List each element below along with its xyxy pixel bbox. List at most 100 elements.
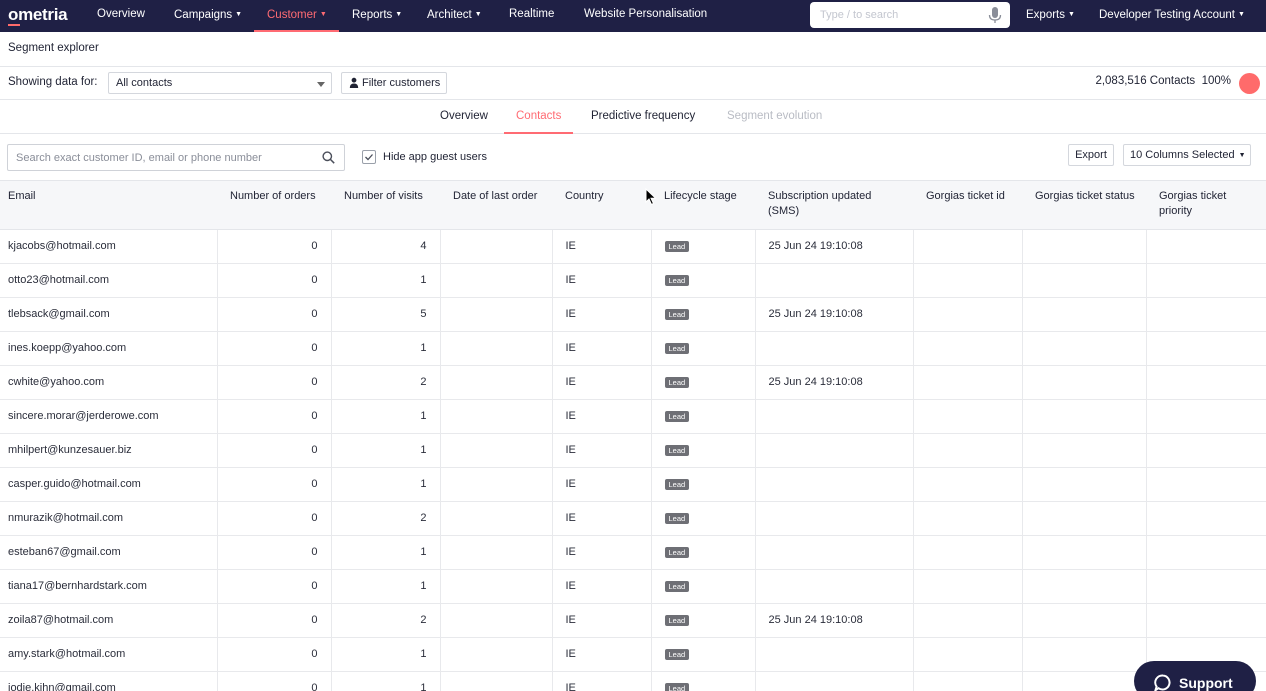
column-header-number-of-orders[interactable]: Number of orders xyxy=(217,181,331,230)
cell-email[interactable]: tlebsack@gmail.com xyxy=(0,297,217,332)
cell-subscription-updated-sms: 25 Jun 24 19:10:08 xyxy=(754,229,913,264)
nav-item-realtime[interactable]: Realtime xyxy=(509,8,555,20)
cell-email[interactable]: esteban67@gmail.com xyxy=(0,535,217,570)
nav-item-overview[interactable]: Overview xyxy=(97,8,145,20)
cell-subscription-updated-sms xyxy=(754,399,913,434)
lifecycle-badge: Lead xyxy=(664,240,690,252)
cell-email[interactable]: sincere.morar@jerderowe.com xyxy=(0,399,217,434)
table-row[interactable]: amy.stark@hotmail.com 0 1 IE Lead xyxy=(0,637,1266,672)
table-row[interactable]: esteban67@gmail.com 0 1 IE Lead xyxy=(0,535,1266,570)
segment-select[interactable]: All contacts xyxy=(108,72,332,94)
lifecycle-badge: Lead xyxy=(664,444,690,456)
cell-gorgias-ticket-status xyxy=(1021,263,1146,298)
table-row[interactable]: otto23@hotmail.com 0 1 IE Lead xyxy=(0,263,1266,298)
nav-item-customer[interactable]: Customer ▼ xyxy=(254,0,339,32)
column-header-country[interactable]: Country xyxy=(552,181,651,230)
cell-gorgias-ticket-priority xyxy=(1145,603,1266,638)
tab-predictive-frequency[interactable]: Predictive frequency xyxy=(591,110,696,122)
cell-email[interactable]: mhilpert@kunzesauer.biz xyxy=(0,433,217,468)
cell-lifecycle-stage: Lead xyxy=(650,263,755,298)
nav-item-architect[interactable]: Architect ▼ xyxy=(427,9,482,21)
column-header-subscription-updated-sms[interactable]: Subscription updated (SMS) xyxy=(755,181,913,230)
cell-email[interactable]: nmurazik@hotmail.com xyxy=(0,501,217,536)
cell-gorgias-ticket-id xyxy=(912,263,1022,298)
hide-guests-checkbox[interactable] xyxy=(362,150,376,164)
showing-data-label: Showing data for: xyxy=(8,76,98,88)
lifecycle-badge: Lead xyxy=(664,410,690,422)
cell-number-of-orders: 0 xyxy=(216,331,331,366)
microphone-icon[interactable] xyxy=(988,7,1002,24)
column-header-date-of-last-order[interactable]: Date of last order xyxy=(440,181,552,230)
cell-gorgias-ticket-id xyxy=(912,637,1022,672)
hide-guests-label[interactable]: Hide app guest users xyxy=(383,151,487,163)
avatar[interactable] xyxy=(1239,73,1260,94)
columns-selector[interactable]: 10 Columns Selected ▼ xyxy=(1123,144,1251,166)
cell-lifecycle-stage: Lead xyxy=(650,365,755,400)
nav-item-website-personalisation[interactable]: Website Personalisation xyxy=(584,8,708,20)
cell-gorgias-ticket-priority xyxy=(1145,467,1266,502)
cell-subscription-updated-sms xyxy=(754,671,913,691)
column-header-gorgias-ticket-status[interactable]: Gorgias ticket status xyxy=(1022,181,1146,230)
cell-email[interactable]: otto23@hotmail.com xyxy=(0,263,217,298)
cell-lifecycle-stage: Lead xyxy=(650,297,755,332)
table-row[interactable]: ines.koepp@yahoo.com 0 1 IE Lead xyxy=(0,331,1266,366)
nav-item-campaigns[interactable]: Campaigns ▼ xyxy=(174,9,243,21)
cell-country: IE xyxy=(551,263,651,298)
column-header-number-of-visits[interactable]: Number of visits xyxy=(331,181,440,230)
cell-country: IE xyxy=(551,229,651,264)
cell-number-of-visits: 1 xyxy=(330,263,440,298)
cell-subscription-updated-sms xyxy=(754,535,913,570)
cell-number-of-visits: 2 xyxy=(330,365,440,400)
export-button[interactable]: Export xyxy=(1068,144,1114,166)
cell-email[interactable]: ines.koepp@yahoo.com xyxy=(0,331,217,366)
cell-email[interactable]: amy.stark@hotmail.com xyxy=(0,637,217,672)
chat-bubble-icon xyxy=(1154,674,1171,691)
cell-email[interactable]: casper.guido@hotmail.com xyxy=(0,467,217,502)
table-row[interactable]: tlebsack@gmail.com 0 5 IE Lead 25 Jun 24 19:1… xyxy=(0,297,1266,332)
cell-subscription-updated-sms xyxy=(754,569,913,604)
cell-number-of-visits: 1 xyxy=(330,467,440,502)
cell-gorgias-ticket-status xyxy=(1021,569,1146,604)
table-row[interactable]: mhilpert@kunzesauer.biz 0 1 IE Lead xyxy=(0,433,1266,468)
tab-overview[interactable]: Overview xyxy=(440,110,488,122)
table-row[interactable]: tiana17@bernhardstark.com 0 1 IE Lead xyxy=(0,569,1266,604)
account-menu[interactable]: Developer Testing Account ▼ xyxy=(1099,9,1245,21)
column-header-email[interactable]: Email xyxy=(0,181,217,230)
column-header-lifecycle-stage[interactable]: Lifecycle stage xyxy=(651,181,755,230)
search-icon[interactable] xyxy=(322,151,335,164)
table-row[interactable]: jodie.kihn@gmail.com 0 1 IE Lead xyxy=(0,671,1266,691)
table-row[interactable]: kjacobs@hotmail.com 0 4 IE Lead 25 Jun 24 19:… xyxy=(0,229,1266,264)
cell-number-of-orders: 0 xyxy=(216,535,331,570)
cell-email[interactable]: zoila87@hotmail.com xyxy=(0,603,217,638)
cell-subscription-updated-sms xyxy=(754,433,913,468)
table-row[interactable]: sincere.morar@jerderowe.com 0 1 IE Lead xyxy=(0,399,1266,434)
table-row[interactable]: cwhite@yahoo.com 0 2 IE Lead 25 Jun 24 19:10:… xyxy=(0,365,1266,400)
tab-contacts[interactable]: Contacts xyxy=(504,100,574,134)
column-header-gorgias-ticket-id[interactable]: Gorgias ticket id xyxy=(913,181,1022,230)
cell-email[interactable]: tiana17@bernhardstark.com xyxy=(0,569,217,604)
nav-item-reports[interactable]: Reports ▼ xyxy=(352,9,403,21)
cell-number-of-orders: 0 xyxy=(216,229,331,264)
cell-date-of-last-order xyxy=(439,229,552,264)
nav-item-exports[interactable]: Exports ▼ xyxy=(1026,9,1075,21)
customer-search-input[interactable] xyxy=(16,150,316,166)
cell-date-of-last-order xyxy=(439,569,552,604)
global-search-input[interactable] xyxy=(820,7,980,23)
table-row[interactable]: zoila87@hotmail.com 0 2 IE Lead 25 Jun 24 19:… xyxy=(0,603,1266,638)
table-row[interactable]: casper.guido@hotmail.com 0 1 IE Lead xyxy=(0,467,1266,502)
column-header-gorgias-ticket-priority[interactable]: Gorgias ticket priority xyxy=(1146,181,1266,230)
cell-email[interactable]: kjacobs@hotmail.com xyxy=(0,229,217,264)
cell-country: IE xyxy=(551,331,651,366)
cell-gorgias-ticket-status xyxy=(1021,433,1146,468)
support-button[interactable]: Support xyxy=(1134,661,1256,691)
cell-email[interactable]: cwhite@yahoo.com xyxy=(0,365,217,400)
lifecycle-badge: Lead xyxy=(664,274,690,286)
cell-gorgias-ticket-id xyxy=(912,331,1022,366)
cell-lifecycle-stage: Lead xyxy=(650,467,755,502)
cell-email[interactable]: jodie.kihn@gmail.com xyxy=(0,671,217,691)
ometria-logo[interactable]: ometria xyxy=(8,5,68,24)
caret-down-icon: ▼ xyxy=(235,11,243,18)
filter-customers-button[interactable]: Filter customers xyxy=(341,72,447,94)
table-row[interactable]: nmurazik@hotmail.com 0 2 IE Lead xyxy=(0,501,1266,536)
lifecycle-badge: Lead xyxy=(664,546,690,558)
